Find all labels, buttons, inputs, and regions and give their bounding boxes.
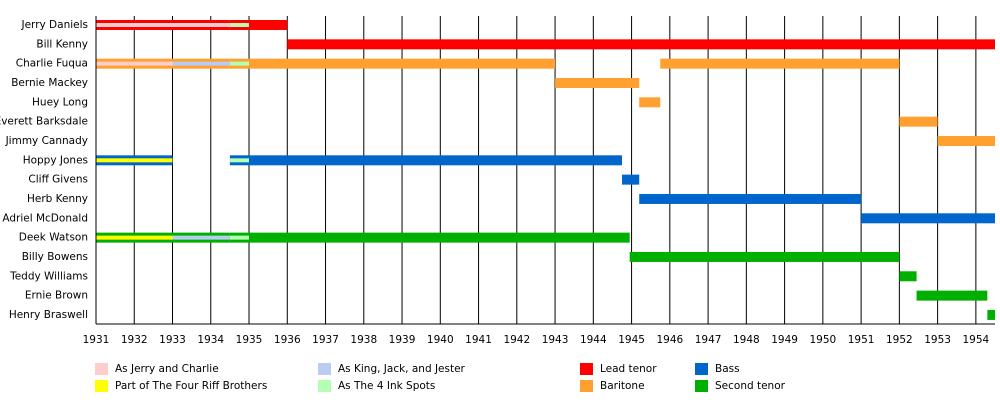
legend-label: Baritone — [600, 380, 645, 392]
member-name: Henry Braswell — [9, 309, 88, 321]
band-stripe — [96, 23, 230, 27]
x-tick-label: 1938 — [350, 334, 377, 346]
x-tick-label: 1948 — [733, 334, 760, 346]
member-span — [249, 155, 623, 166]
x-tick-label: 1951 — [848, 334, 875, 346]
x-tick-label: 1949 — [771, 334, 798, 346]
member-span — [555, 77, 640, 88]
member-name: Jimmy Cannady — [5, 135, 88, 147]
legend-swatch — [580, 363, 593, 375]
member-span — [249, 58, 556, 69]
member-name: Bill Kenny — [36, 38, 88, 50]
x-tick-label: 1945 — [618, 334, 645, 346]
member-span — [287, 39, 995, 50]
member-name: Deek Watson — [19, 232, 88, 244]
member-name: Jerry Daniels — [21, 19, 89, 31]
member-name: Adriel McDonald — [2, 212, 88, 224]
member-name: Huey Long — [32, 96, 88, 108]
band-stripe — [229, 61, 250, 66]
member-span — [916, 290, 988, 301]
legend-label: As The 4 Ink Spots — [338, 380, 435, 392]
legend-swatch — [695, 363, 708, 375]
x-tick-label: 1931 — [83, 334, 110, 346]
member-name: Bernie Mackey — [11, 77, 88, 89]
member-span — [249, 20, 288, 30]
x-tick-label: 1934 — [197, 334, 224, 346]
x-tick-label: 1941 — [465, 334, 492, 346]
member-name: Billy Bowens — [22, 251, 88, 263]
member-name: Hoppy Jones — [23, 154, 88, 166]
member-span — [629, 251, 900, 262]
member-span — [639, 97, 661, 108]
band-stripe — [172, 235, 230, 240]
member-span — [622, 174, 640, 185]
member-span — [937, 135, 995, 146]
x-tick-label: 1952 — [886, 334, 913, 346]
legend-label: As Jerry and Charlie — [115, 363, 219, 375]
x-tick-label: 1942 — [503, 334, 530, 346]
member-span — [861, 213, 995, 224]
legend-label: As King, Jack, and Jester — [338, 363, 466, 375]
x-tick-label: 1935 — [236, 334, 263, 346]
band-stripe — [229, 235, 250, 240]
band-stripe — [96, 61, 173, 66]
band-stripe — [96, 235, 173, 240]
legend-swatch — [95, 380, 108, 392]
member-name: Herb Kenny — [27, 193, 88, 205]
member-span — [639, 193, 862, 204]
member-span — [899, 116, 938, 127]
x-tick-label: 1940 — [427, 334, 454, 346]
legend-swatch — [318, 363, 331, 375]
x-tick-label: 1932 — [121, 334, 148, 346]
x-tick-label: 1953 — [924, 334, 951, 346]
x-tick-label: 1943 — [542, 334, 569, 346]
band-stripe — [96, 158, 173, 163]
x-tick-label: 1944 — [580, 334, 607, 346]
x-tick-label: 1947 — [695, 334, 722, 346]
legend-label: Lead tenor — [600, 363, 657, 375]
member-span — [660, 58, 900, 69]
legend-swatch — [95, 363, 108, 375]
member-name: Cliff Givens — [28, 174, 88, 186]
x-tick-label: 1946 — [656, 334, 683, 346]
legend-swatch — [580, 380, 593, 392]
band-stripe — [229, 23, 250, 27]
legend-label: Second tenor — [715, 380, 786, 392]
legend-swatch — [695, 380, 708, 392]
x-tick-label: 1936 — [274, 334, 301, 346]
member-name: Ernie Brown — [25, 290, 88, 302]
legend-label: Part of The Four Riff Brothers — [115, 380, 267, 392]
member-name: Teddy Williams — [9, 270, 88, 282]
x-tick-label: 1954 — [963, 334, 990, 346]
member-span — [899, 271, 917, 282]
legend-swatch — [318, 380, 331, 392]
member-name: Everett Barksdale — [0, 116, 88, 128]
member-span — [249, 232, 630, 243]
x-tick-label: 1937 — [312, 334, 339, 346]
band-stripe — [229, 158, 250, 163]
x-tick-label: 1939 — [389, 334, 416, 346]
legend-label: Bass — [715, 363, 740, 375]
x-tick-label: 1950 — [809, 334, 836, 346]
member-span — [987, 309, 995, 320]
band-stripe — [172, 61, 230, 66]
x-tick-label: 1933 — [159, 334, 186, 346]
member-name: Charlie Fuqua — [16, 58, 88, 70]
